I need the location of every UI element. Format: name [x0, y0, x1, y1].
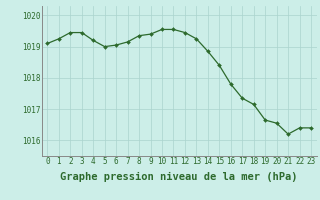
X-axis label: Graphe pression niveau de la mer (hPa): Graphe pression niveau de la mer (hPa)	[60, 172, 298, 182]
